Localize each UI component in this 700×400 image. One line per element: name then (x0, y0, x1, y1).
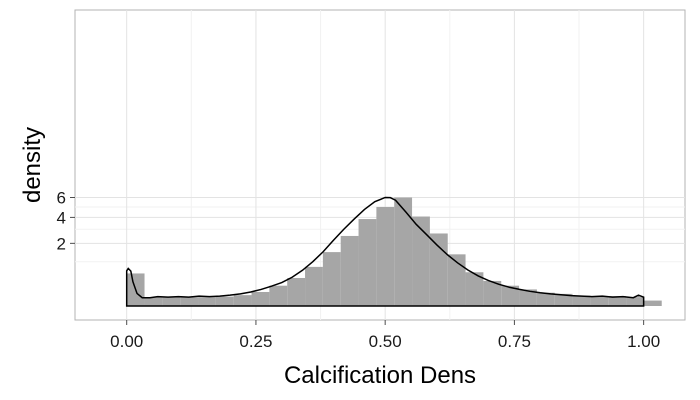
histogram-bar (572, 295, 591, 306)
histogram-bar (394, 197, 413, 306)
histogram-bar (287, 277, 306, 306)
x-tick-label: 0.50 (369, 332, 402, 351)
histogram-bar (144, 297, 163, 306)
histogram-bars (126, 197, 662, 306)
x-axis-title: Calcification Dens (284, 362, 476, 389)
histogram-bar (608, 296, 627, 306)
histogram-bar (215, 296, 234, 306)
x-tick-label: 0.25 (239, 332, 272, 351)
histogram-bar (162, 297, 181, 306)
histogram-bar (447, 254, 466, 306)
x-tick-label: 0.00 (110, 332, 143, 351)
histogram-bar (198, 297, 216, 306)
histogram-bar (322, 252, 341, 306)
histogram-bar (376, 206, 395, 306)
histogram-bar (251, 291, 270, 306)
x-tick-label: 0.75 (498, 332, 531, 351)
histogram-bar (554, 293, 573, 306)
histogram-bar (305, 266, 323, 306)
histogram-bar (519, 289, 537, 306)
y-tick-label: 2 (57, 234, 66, 253)
y-tick-label: 6 (57, 188, 66, 207)
y-axis-title: density (19, 127, 46, 203)
grid-lines (75, 10, 685, 320)
histogram-bar (483, 280, 502, 306)
histogram-bar (429, 233, 448, 306)
histogram-bar (501, 285, 520, 306)
histogram-bar (180, 297, 199, 306)
density-curve (125, 196, 645, 307)
histogram-bar (340, 235, 359, 306)
histogram-bar (590, 296, 609, 306)
histogram-bar (536, 292, 555, 306)
histogram-bar (412, 216, 430, 306)
x-axis-ticks: 0.00 0.25 0.50 0.75 1.00 (110, 320, 660, 351)
x-tick-label: 1.00 (627, 332, 660, 351)
histogram-bar (269, 285, 288, 306)
histogram-bar (358, 219, 377, 306)
histogram-bar (465, 272, 484, 306)
histogram-bar (643, 300, 662, 306)
y-tick-label: 4 (57, 208, 66, 227)
histogram-bar (626, 297, 644, 306)
y-axis-ticks: 2 46 (57, 188, 75, 253)
histogram-bar (233, 295, 252, 306)
